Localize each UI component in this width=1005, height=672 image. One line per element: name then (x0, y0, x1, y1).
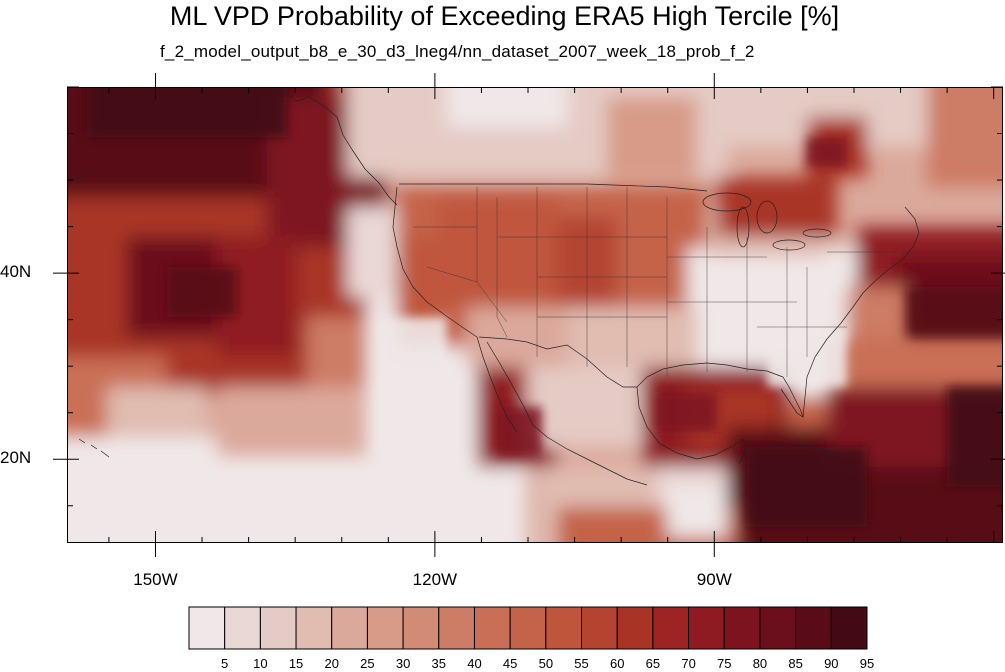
colorbar-swatch (616, 606, 654, 650)
colorbar-swatch (331, 606, 368, 650)
colorbar-swatch (438, 606, 475, 650)
colorbar-label: 30 (395, 656, 411, 671)
y-tick-label: 20N (0, 448, 32, 468)
colorbar-swatch (795, 606, 832, 650)
colorbar-swatch (688, 606, 725, 650)
colorbar-swatch (723, 606, 761, 650)
x-tick-label: 120W (412, 570, 458, 589)
colorbar-label: 35 (431, 656, 447, 671)
y-tick-label: 40N (0, 262, 32, 282)
colorbar-swatch (402, 606, 440, 650)
colorbar-swatch (224, 606, 261, 650)
colorbar-swatch (581, 606, 618, 650)
colorbar-label: 40 (467, 656, 482, 671)
colorbar-label: 45 (502, 656, 518, 671)
colorbar-swatch (759, 606, 797, 650)
colorbar-label: 85 (788, 656, 803, 671)
colorbar-label: 60 (609, 656, 625, 671)
colorbar-swatch (830, 606, 868, 650)
colorbar-label: 20 (324, 656, 339, 671)
colorbar-label: 80 (752, 656, 768, 671)
colorbar-swatch (509, 606, 547, 650)
colorbar-label: 10 (253, 656, 268, 671)
colorbar (188, 606, 868, 650)
colorbar-swatch (652, 606, 690, 650)
map-outlines (67, 87, 920, 486)
colorbar-label: 25 (360, 656, 375, 671)
probability-field-detail (87, 87, 1003, 527)
colorbar-label: 90 (824, 656, 839, 671)
colorbar-label: 15 (288, 656, 304, 671)
colorbar-label: 95 (859, 656, 875, 671)
map-subtitle: f_2_model_output_b8_e_30_d3_lneg4/nn_dat… (160, 42, 755, 61)
x-tick-label: 150W (133, 570, 178, 589)
colorbar-label: 50 (538, 656, 554, 671)
state-boundaries (413, 187, 897, 377)
colorbar-label: 5 (221, 656, 229, 671)
map-title: ML VPD Probability of Exceeding ERA5 Hig… (169, 1, 840, 31)
colorbar-label: 75 (717, 656, 732, 671)
colorbar-swatch (366, 606, 404, 650)
colorbar-swatch (295, 606, 333, 650)
colorbar-swatch (259, 606, 297, 650)
colorbar-swatch (545, 606, 583, 650)
colorbar-swatch (473, 606, 511, 650)
x-tick-label: 90W (696, 570, 732, 589)
colorbar-swatch (188, 606, 226, 650)
colorbar-label: 65 (645, 656, 661, 671)
colorbar-label: 70 (681, 656, 696, 671)
colorbar-label: 55 (574, 656, 589, 671)
plot-frame (67, 87, 1003, 543)
axis-ticks (53, 73, 1005, 557)
map-plot (53, 73, 1005, 557)
